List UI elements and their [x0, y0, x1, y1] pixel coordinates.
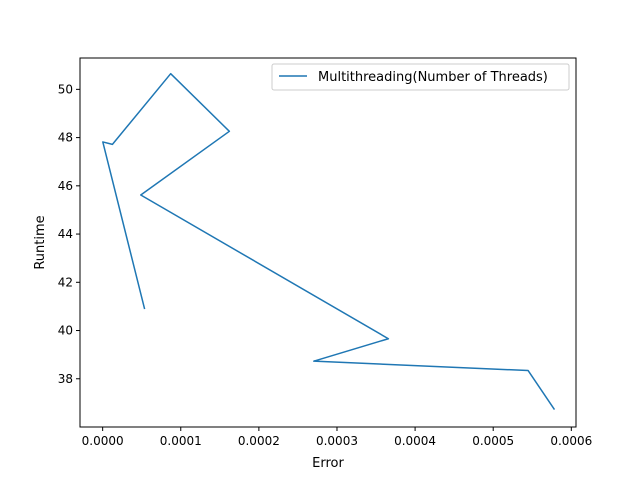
x-tick-label: 0.0000 — [82, 434, 124, 448]
y-tick-label: 50 — [58, 82, 73, 96]
y-axis-label: Runtime — [33, 215, 48, 269]
x-tick-label: 0.0006 — [550, 434, 592, 448]
x-axis: 0.0000 0.0001 0.0002 0.0003 0.0004 0.0005 0.00… — [82, 427, 592, 448]
y-tick-label: 38 — [58, 372, 73, 386]
y-tick-label: 40 — [58, 324, 73, 338]
x-axis-label: Error — [312, 456, 344, 471]
y-tick-label: 48 — [58, 131, 73, 145]
x-tick-label: 0.0004 — [394, 434, 436, 448]
x-tick-label: 0.0001 — [160, 434, 202, 448]
axes-frame — [79, 57, 577, 428]
y-tick-label: 42 — [58, 275, 73, 289]
y-tick-label: 44 — [58, 227, 73, 241]
y-axis: 38 40 42 44 46 48 50 — [58, 82, 80, 386]
x-tick-label: 0.0005 — [472, 434, 514, 448]
legend-label: Multithreading(Number of Threads) — [318, 70, 548, 85]
x-tick-label: 0.0003 — [316, 434, 358, 448]
y-tick-label: 46 — [58, 179, 73, 193]
series-line — [102, 72, 556, 410]
plot-area — [102, 72, 556, 410]
legend: Multithreading(Number of Threads) — [271, 63, 570, 91]
legend-box — [271, 63, 570, 91]
x-tick-label: 0.0002 — [238, 434, 280, 448]
